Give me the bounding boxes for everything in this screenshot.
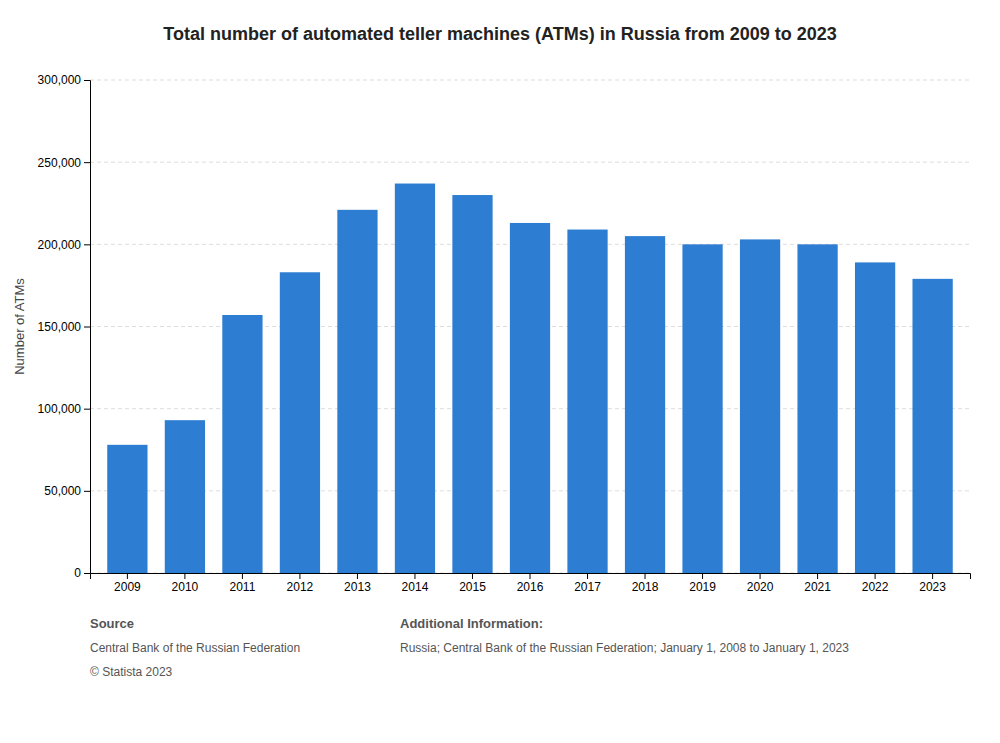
y-axis: 0 50,000 100,000 150,000 200,000 250,000 300,0… <box>38 73 91 580</box>
x-tick-label: 2014 <box>402 580 429 594</box>
x-tick-mark <box>817 573 818 579</box>
y-tick-mark <box>84 162 90 163</box>
y-axis-line <box>84 81 91 574</box>
x-tick-label: 2011 <box>230 580 256 594</box>
x-tick-mark <box>645 573 646 579</box>
x-tick: 2020 <box>747 573 774 594</box>
x-tick-mark <box>299 573 300 579</box>
bars <box>107 184 952 573</box>
x-tick-mark <box>875 573 876 579</box>
x-tick-mark <box>932 573 933 579</box>
bar <box>165 420 205 573</box>
bar <box>337 210 377 573</box>
x-tick-label: 2015 <box>459 580 486 594</box>
x-tick: 2012 <box>287 573 314 594</box>
annotations: Source Central Bank of the Russian Federa… <box>90 616 849 679</box>
y-tick: 250,000 <box>38 156 90 170</box>
bar <box>740 239 780 573</box>
x-tick: 2009 <box>114 573 141 594</box>
x-tick-label: 2013 <box>344 580 371 594</box>
x-tick-mark <box>242 573 243 579</box>
bar <box>395 184 435 573</box>
bar <box>797 244 837 573</box>
title: Total number of automated teller machine… <box>163 24 837 44</box>
y-axis-title: Number of ATMs <box>12 278 27 375</box>
y-tick-mark <box>84 409 90 410</box>
bar <box>280 272 320 573</box>
grid <box>90 80 970 573</box>
x-tick: 2023 <box>919 573 946 594</box>
x-tick: 2015 <box>459 573 486 594</box>
x-tick-mark <box>530 573 531 579</box>
bar <box>222 315 262 573</box>
x-tick-label: 2022 <box>862 580 889 594</box>
x-tick: 2018 <box>632 573 659 594</box>
bar <box>625 236 665 573</box>
x-tick-label: 2018 <box>632 580 659 594</box>
y-tick: 200,000 <box>38 238 90 252</box>
bar <box>107 445 147 573</box>
x-tick-label: 2019 <box>689 580 716 594</box>
bar <box>510 223 550 573</box>
y-tick: 100,000 <box>38 402 90 416</box>
y-tick-mark <box>84 327 90 328</box>
x-tick-mark <box>472 573 473 579</box>
x-tick-mark <box>702 573 703 579</box>
y-tick-mark <box>84 244 90 245</box>
x-tick-label: 2017 <box>574 580 601 594</box>
x-tick: 2022 <box>862 573 889 594</box>
y-tick-label: 150,000 <box>38 320 82 334</box>
x-tick-mark <box>357 573 358 579</box>
y-tick: 300,000 <box>38 73 90 87</box>
x-tick: 2019 <box>689 573 716 594</box>
x-tick: 2017 <box>574 573 601 594</box>
x-tick-label: 2020 <box>747 580 774 594</box>
y-tick-label: 250,000 <box>38 156 82 170</box>
bar <box>855 262 895 573</box>
y-tick: 0 <box>74 566 90 580</box>
bar <box>567 230 607 573</box>
y-tick-label: 200,000 <box>38 238 82 252</box>
x-tick: 2021 <box>804 573 831 594</box>
x-axis: 2009 2010 2011 2012 2013 2014 2015 2016 2017 2018… <box>91 573 971 594</box>
bar <box>682 244 722 573</box>
x-tick-mark <box>587 573 588 579</box>
x-tick: 2014 <box>402 573 429 594</box>
y-tick-mark <box>84 573 90 574</box>
bar <box>912 279 952 573</box>
x-tick-label: 2010 <box>172 580 199 594</box>
y-tick: 50,000 <box>44 484 90 498</box>
x-tick-label: 2009 <box>114 580 141 594</box>
annotation: Russia; Central Bank of the Russian Fede… <box>400 641 849 655</box>
y-tick-mark <box>84 491 90 492</box>
annotation: Central Bank of the Russian Federation <box>90 641 300 655</box>
annotation: © Statista 2023 <box>90 665 173 679</box>
x-tick-mark <box>760 573 761 579</box>
chart: Total number of automated teller machine… <box>0 0 1000 743</box>
plot: 0 50,000 100,000 150,000 200,000 250,000 300,0… <box>38 73 971 593</box>
bar <box>452 195 492 573</box>
y-tick-mark <box>84 80 90 81</box>
x-tick-mark <box>127 573 128 579</box>
annotation: Additional Information: <box>400 616 543 631</box>
annotation: Source <box>90 616 134 631</box>
x-tick-mark <box>184 573 185 579</box>
y-tick-label: 0 <box>74 566 81 580</box>
y-tick: 150,000 <box>38 320 90 334</box>
grid-line <box>90 80 970 81</box>
x-tick-label: 2012 <box>287 580 314 594</box>
y-tick-label: 100,000 <box>38 402 82 416</box>
x-tick-label: 2023 <box>919 580 946 594</box>
y-tick-label: 50,000 <box>44 484 81 498</box>
x-tick: 2016 <box>517 573 544 594</box>
x-tick: 2010 <box>172 573 199 594</box>
x-tick-mark <box>414 573 415 579</box>
x-tick-label: 2021 <box>804 580 831 594</box>
x-tick: 2013 <box>344 573 371 594</box>
grid-line <box>90 162 970 163</box>
x-tick-label: 2016 <box>517 580 544 594</box>
x-axis-line <box>91 574 971 580</box>
y-tick-label: 300,000 <box>38 73 82 87</box>
x-tick: 2011 <box>230 573 256 594</box>
